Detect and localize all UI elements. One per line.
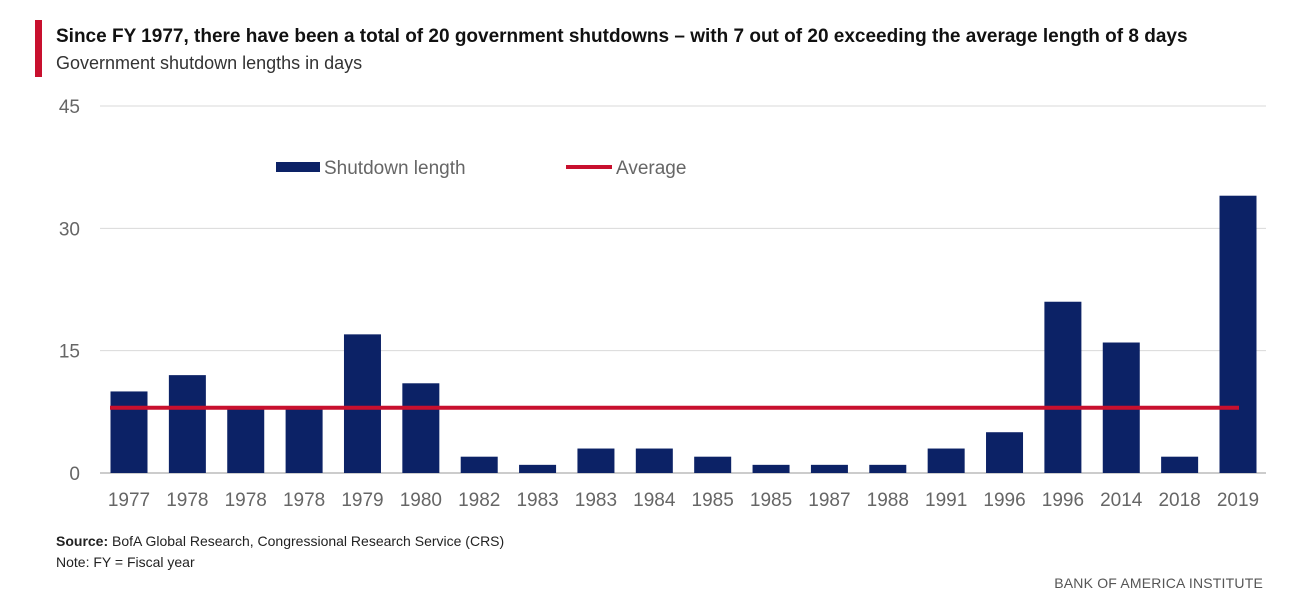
chart-title: Since FY 1977, there have been a total o… [56,26,1188,47]
source-line: Source: BofA Global Research, Congressio… [56,533,504,549]
brand-logo-text: BANK OF AMERICA INSTITUTE [1054,575,1263,591]
bar [810,464,848,473]
x-tick-label: 1983 [516,490,558,511]
source-label: Source: [56,533,109,549]
x-tick-label: 1983 [575,490,617,511]
bar [343,334,381,473]
x-tick-label: 1978 [225,490,267,511]
x-tick-label: 1988 [867,490,909,511]
legend-label-shutdown-length: Shutdown length [324,158,466,179]
x-tick-label: 2014 [1100,490,1143,511]
x-tick-label: 1980 [400,490,442,511]
bar [1044,301,1082,473]
y-tick-label: 30 [59,219,80,240]
bar [752,464,790,473]
x-tick-label: 1978 [283,490,325,511]
bar [927,448,965,473]
x-tick-label: 1977 [108,490,150,511]
x-tick-label: 1984 [633,490,676,511]
x-tick-label: 1996 [983,490,1025,511]
x-tick-label: 1991 [925,490,967,511]
y-tick-label: 0 [69,464,80,485]
bar [1161,456,1199,473]
bar [519,464,557,473]
x-tick-label: 1978 [166,490,208,511]
x-tick-label: 1985 [692,490,734,511]
bar [635,448,673,473]
bar [694,456,732,473]
bar [285,407,323,473]
x-tick-label: 1982 [458,490,500,511]
x-tick-label: 2018 [1158,490,1200,511]
title-accent-bar [35,20,42,77]
bar [869,464,907,473]
x-tick-label: 1987 [808,490,850,511]
source-text: BofA Global Research, Congressional Rese… [108,533,505,549]
x-tick-label: 1979 [341,490,383,511]
note-line: Note: FY = Fiscal year [56,554,195,570]
y-tick-label: 15 [59,342,80,363]
bar [986,432,1024,473]
bar [110,391,148,473]
bar [227,407,265,473]
x-tick-label: 2019 [1217,490,1259,511]
x-tick-label: 1996 [1042,490,1084,511]
legend-label-average: Average [616,158,686,179]
chart-subtitle: Government shutdown lengths in days [56,53,363,73]
bar [402,383,440,473]
x-tick-label: 1985 [750,490,792,511]
bar [1219,195,1257,473]
bar [168,375,206,473]
bar [577,448,615,473]
bar [460,456,498,473]
y-tick-label: 45 [59,97,80,118]
legend-swatch-shutdown-length [276,162,320,172]
